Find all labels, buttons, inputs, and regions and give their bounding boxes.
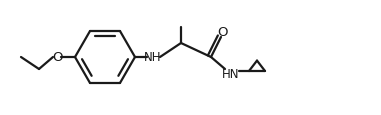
Text: HN: HN (222, 67, 240, 80)
Text: O: O (52, 51, 62, 64)
Text: O: O (218, 25, 228, 38)
Text: NH: NH (144, 51, 162, 64)
